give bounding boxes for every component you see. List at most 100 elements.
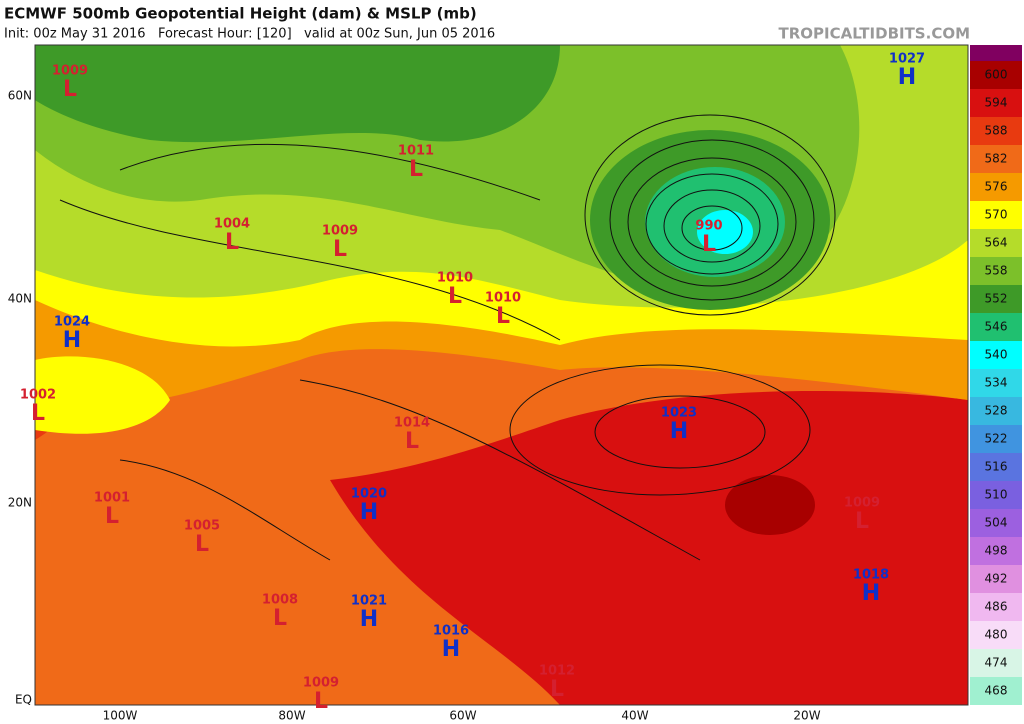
colorbar-label: 480 [985, 628, 1008, 642]
pressure-symbol: L [409, 157, 423, 182]
pressure-symbol: L [314, 689, 328, 714]
pressure-symbol: L [448, 284, 462, 309]
colorbar-cell [970, 285, 1022, 313]
pressure-symbol: H [862, 581, 880, 606]
colorbar-label: 486 [985, 600, 1008, 614]
pressure-symbol: L [702, 232, 716, 257]
latitude-label: 40N [8, 292, 32, 306]
colorbar-cell [970, 117, 1022, 145]
latitude-label: 60N [8, 89, 32, 103]
colorbar-cell [970, 89, 1022, 117]
pressure-value: 1005 [184, 519, 220, 534]
pressure-symbol: H [360, 500, 378, 525]
pressure-symbol: L [273, 606, 287, 631]
colorbar-label: 588 [985, 124, 1008, 138]
pressure-symbol: L [105, 504, 119, 529]
pressure-symbol: L [31, 401, 45, 426]
pressure-value: 1010 [485, 291, 521, 306]
colorbar-cell [970, 453, 1022, 481]
colorbar-cell [970, 593, 1022, 621]
colorbar-label: 564 [985, 236, 1008, 250]
colorbar-label: 600 [985, 68, 1008, 82]
colorbar-label: 498 [985, 544, 1008, 558]
colorbar-cell [970, 621, 1022, 649]
colorbar-label: 522 [985, 432, 1008, 446]
colorbar-cell [970, 481, 1022, 509]
map [34, 44, 969, 706]
colorbar-cell [970, 509, 1022, 537]
pressure-value: 1004 [214, 217, 250, 232]
source: TROPICALTIDBITS.COM [779, 25, 971, 43]
colorbar-label: 558 [985, 264, 1008, 278]
pressure-value: 990 [695, 219, 722, 234]
pressure-symbol: H [63, 328, 81, 353]
pressure-symbol: L [550, 677, 564, 702]
title: ECMWF 500mb Geopotential Height (dam) & … [4, 5, 477, 23]
colorbar-cell [970, 229, 1022, 257]
pressure-value: 1023 [661, 406, 697, 421]
longitude-label: 20W [793, 709, 820, 723]
pressure-value: 1020 [351, 487, 387, 502]
pressure-symbol: L [405, 429, 419, 454]
pressure-value: 1008 [262, 593, 298, 608]
colorbar-label: 528 [985, 404, 1008, 418]
pressure-symbol: L [496, 304, 510, 329]
colorbar-cell [970, 173, 1022, 201]
pressure-value: 1011 [398, 144, 434, 159]
colorbar-cell [970, 145, 1022, 173]
colorbar-cell [970, 425, 1022, 453]
pressure-value: 1009 [844, 496, 880, 511]
pressure-value: 1021 [351, 594, 387, 609]
longitude-label: 60W [449, 709, 476, 723]
pressure-value: 1009 [322, 224, 358, 239]
pressure-value: 1002 [20, 388, 56, 403]
pressure-symbol: H [670, 419, 688, 444]
colorbar-label: 468 [985, 684, 1008, 698]
longitude-label: 100W [103, 709, 138, 723]
colorbar-label: 504 [985, 516, 1008, 530]
map-border [34, 44, 969, 706]
isobars [59, 114, 836, 561]
pressure-symbol: L [63, 77, 77, 102]
colorbar-cell [970, 537, 1022, 565]
pressure-symbol: H [898, 65, 916, 90]
pressure-symbol: L [195, 532, 209, 557]
pressure-value: 1012 [539, 664, 575, 679]
longitude-label: 80W [278, 709, 305, 723]
colorbar: 600 594 588 582 576 570 564 558 552 546 540 534 528 5… [970, 61, 1022, 705]
pressure-symbol: L [225, 230, 239, 255]
pressure-value: 1010 [437, 271, 473, 286]
latitude-label: EQ [15, 693, 32, 707]
colorbar-cell [970, 397, 1022, 425]
pressure-value: 1009 [303, 676, 339, 691]
axis-labels: 60N 40N 20N EQ 100W 80W 60W 40W 20W [8, 89, 821, 723]
colorbar-cap [970, 45, 1022, 61]
colorbar-label: 594 [985, 96, 1008, 110]
pressure-value: 1016 [433, 624, 469, 639]
pressure-symbol: L [333, 237, 347, 262]
colorbar-label: 534 [985, 376, 1008, 390]
colorbar-label: 492 [985, 572, 1008, 586]
colorbar-cell [970, 201, 1022, 229]
pressure-value: 1018 [853, 568, 889, 583]
colorbar-label: 516 [985, 460, 1008, 474]
pressure-symbol: H [442, 637, 460, 662]
pressure-value: 1001 [94, 491, 130, 506]
colorbar-cell [970, 257, 1022, 285]
colorbar-cell [970, 313, 1022, 341]
colorbar-label: 510 [985, 488, 1008, 502]
pressure-symbol: H [360, 607, 378, 632]
colorbar-cell [970, 649, 1022, 677]
pressure-value: 1009 [52, 64, 88, 79]
colorbar-label: 576 [985, 180, 1008, 194]
pressure-value: 1024 [54, 315, 90, 330]
colorbar-cell [970, 341, 1022, 369]
subtitle: Init: 00z May 31 2016 Forecast Hour: [12… [4, 27, 495, 42]
colorbar-label: 540 [985, 348, 1008, 362]
colorbar-label: 552 [985, 292, 1008, 306]
colorbar-label: 546 [985, 320, 1008, 334]
colorbar-cell [970, 565, 1022, 593]
pressure-value: 1027 [889, 52, 925, 67]
